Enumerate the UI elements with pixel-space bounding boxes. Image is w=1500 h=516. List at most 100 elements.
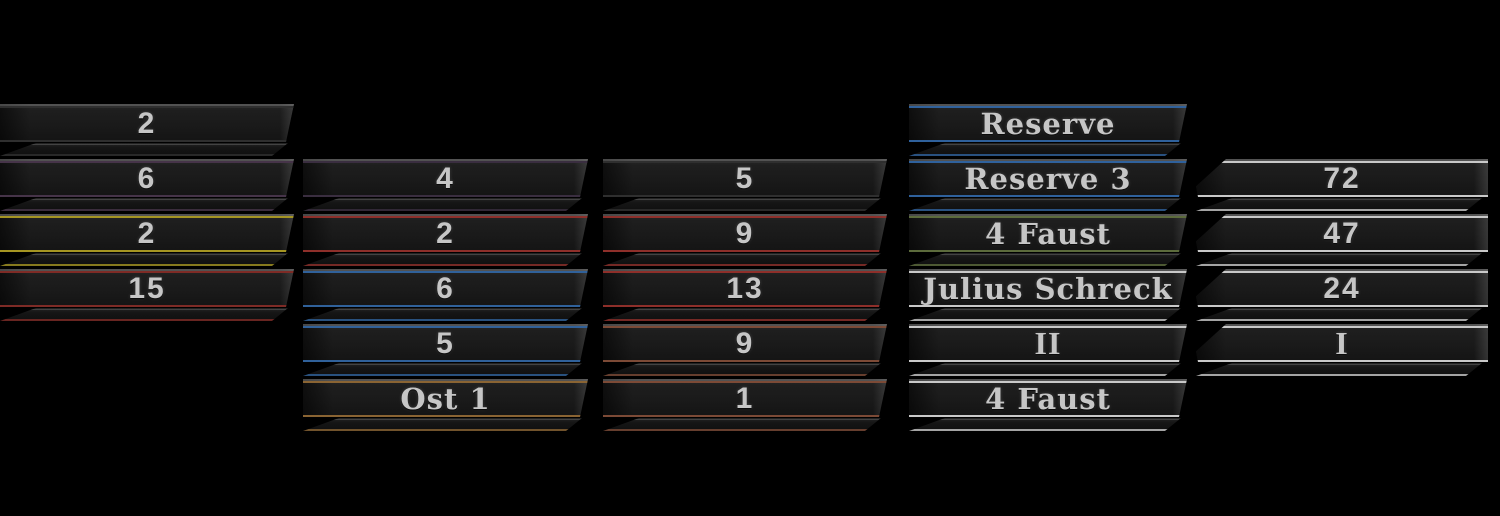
- band-label: Reserve: [980, 106, 1116, 141]
- cuff-title-band-black[interactable]: 2: [0, 104, 294, 156]
- band-fold: [303, 418, 588, 431]
- piping-top: [909, 271, 1187, 273]
- piping-top: [603, 381, 887, 383]
- cuff-title-band-tan[interactable]: Ost 1: [303, 379, 588, 431]
- cuff-title-band-blue[interactable]: Reserve 3: [909, 159, 1187, 211]
- band-label: I: [1335, 325, 1349, 361]
- cuff-title-band-black[interactable]: 5: [603, 159, 887, 211]
- piping-top: [1196, 271, 1488, 273]
- band-label: 4 Faust: [985, 216, 1111, 251]
- band-label: 24: [1323, 271, 1361, 305]
- band-label: Ost 1: [400, 381, 491, 416]
- piping-top: [1196, 326, 1488, 328]
- band-top-highlight: [1196, 269, 1488, 271]
- cuff-title-band-silver[interactable]: 72: [1196, 159, 1488, 211]
- band-label: 6: [137, 161, 157, 195]
- cuff-title-band-blue[interactable]: 5: [303, 324, 588, 376]
- piping-bottom: [909, 415, 1187, 417]
- cuff-title-band-dark-purple[interactable]: 4: [303, 159, 588, 211]
- piping-bottom: [1196, 195, 1488, 197]
- band-top-highlight: [0, 214, 294, 216]
- band-face: II: [909, 324, 1187, 362]
- cuff-title-band-green[interactable]: 4 Faust: [909, 214, 1187, 266]
- piping-bottom: [1196, 360, 1488, 362]
- band-label: 5: [735, 161, 755, 195]
- piping-bottom: [0, 250, 294, 252]
- cuff-title-band-copper[interactable]: 1: [603, 379, 887, 431]
- band-top-highlight: [909, 159, 1187, 161]
- piping-top: [909, 381, 1187, 383]
- piping-bottom: [1196, 250, 1488, 252]
- band-fold: [0, 198, 294, 211]
- piping-bottom: [603, 305, 887, 307]
- band-top-highlight: [0, 104, 294, 106]
- band-label: 47: [1323, 216, 1361, 250]
- band-face: Julius Schreck: [909, 269, 1187, 307]
- piping-top: [0, 106, 294, 108]
- cuff-title-band-red[interactable]: 15: [0, 269, 294, 321]
- cuff-title-band-red[interactable]: 9: [603, 214, 887, 266]
- band-face: 13: [603, 269, 887, 307]
- cuff-title-band-silver[interactable]: 24: [1196, 269, 1488, 321]
- cuff-title-band-silver[interactable]: II: [909, 324, 1187, 376]
- band-fold: [603, 308, 887, 321]
- band-face: 4 Faust: [909, 379, 1187, 417]
- band-top-highlight: [603, 269, 887, 271]
- band-fold: [603, 253, 887, 266]
- piping-top: [603, 161, 887, 163]
- cuff-title-band-silver[interactable]: 4 Faust: [909, 379, 1187, 431]
- band-fold: [0, 253, 294, 266]
- band-face: 9: [603, 214, 887, 252]
- cuff-title-band-yellow[interactable]: 2: [0, 214, 294, 266]
- band-top-highlight: [603, 379, 887, 381]
- cuff-title-band-blue[interactable]: Reserve: [909, 104, 1187, 156]
- band-label: 9: [735, 326, 755, 360]
- cuff-title-band-purple[interactable]: 6: [0, 159, 294, 211]
- band-label: 6: [436, 271, 455, 305]
- cuff-title-band-silver[interactable]: I: [1196, 324, 1488, 376]
- piping-bottom: [603, 250, 887, 252]
- band-fold: [909, 253, 1187, 266]
- band-fold: [303, 363, 588, 376]
- cuff-title-band-red[interactable]: 13: [603, 269, 887, 321]
- band-top-highlight: [603, 324, 887, 326]
- band-fold: [1196, 308, 1488, 321]
- cuff-title-band-copper[interactable]: 9: [603, 324, 887, 376]
- band-fold: [303, 253, 588, 266]
- band-fold: [603, 363, 887, 376]
- band-top-highlight: [303, 379, 588, 381]
- band-face: Reserve: [909, 104, 1187, 142]
- cuff-title-band-red[interactable]: 2: [303, 214, 588, 266]
- band-label: 4: [436, 161, 455, 195]
- piping-top: [0, 271, 294, 273]
- piping-bottom: [909, 250, 1187, 252]
- piping-top: [303, 216, 588, 218]
- piping-top: [909, 216, 1187, 218]
- cuff-title-band-blue[interactable]: 6: [303, 269, 588, 321]
- band-top-highlight: [909, 214, 1187, 216]
- band-face: 6: [303, 269, 588, 307]
- band-fold: [1196, 363, 1488, 376]
- band-label: 13: [726, 271, 764, 305]
- band-face: 15: [0, 269, 294, 307]
- band-label: 72: [1323, 161, 1361, 195]
- cuff-title-band-silver[interactable]: Julius Schreck: [909, 269, 1187, 321]
- piping-top: [303, 271, 588, 273]
- piping-bottom: [303, 305, 588, 307]
- piping-top: [303, 161, 588, 163]
- piping-bottom: [0, 305, 294, 307]
- band-fold: [1196, 198, 1488, 211]
- band-top-highlight: [1196, 159, 1488, 161]
- band-top-highlight: [0, 159, 294, 161]
- band-label: Julius Schreck: [923, 271, 1173, 306]
- cuff-title-band-silver[interactable]: 47: [1196, 214, 1488, 266]
- band-top-highlight: [303, 159, 588, 161]
- piping-top: [603, 271, 887, 273]
- band-top-highlight: [909, 324, 1187, 326]
- band-fold: [909, 418, 1187, 431]
- band-face: 47: [1196, 214, 1488, 252]
